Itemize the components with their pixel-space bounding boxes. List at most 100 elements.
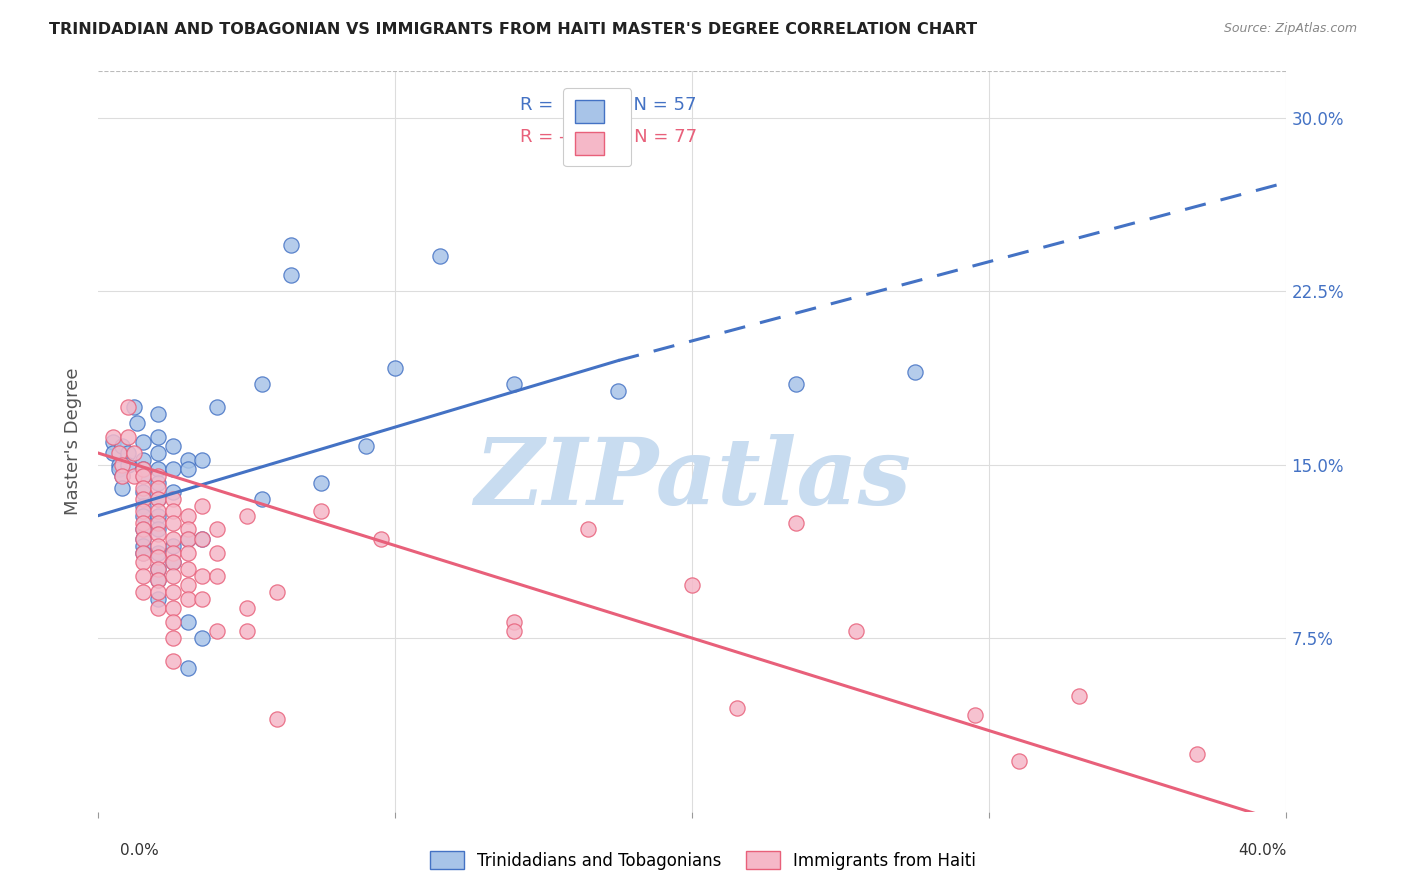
Point — [191, 532, 214, 546]
Point — [146, 562, 169, 576]
Point — [103, 434, 125, 449]
Point — [146, 481, 169, 495]
Point — [132, 523, 155, 537]
Point — [578, 523, 600, 537]
Point — [132, 453, 155, 467]
Point — [205, 545, 228, 560]
Point — [146, 407, 169, 421]
Point — [146, 527, 169, 541]
Point — [725, 700, 748, 714]
Point — [236, 624, 259, 639]
Point — [191, 631, 214, 645]
Point — [132, 469, 155, 483]
Point — [146, 539, 169, 553]
Point — [125, 416, 148, 430]
Point — [132, 481, 155, 495]
Point — [681, 578, 703, 592]
Point — [176, 562, 198, 576]
Point — [146, 574, 169, 588]
Point — [132, 568, 155, 582]
Point — [963, 707, 986, 722]
Text: 0.0%: 0.0% — [120, 843, 159, 858]
Point — [146, 462, 169, 476]
Point — [162, 516, 184, 530]
Legend: , : , — [564, 88, 631, 167]
Point — [370, 532, 392, 546]
Point — [162, 485, 184, 500]
Point — [266, 585, 288, 599]
Point — [162, 462, 184, 476]
Point — [176, 578, 198, 592]
Point — [191, 453, 214, 467]
Text: R =  0.247   N = 57: R = 0.247 N = 57 — [520, 95, 697, 113]
Point — [162, 568, 184, 582]
Point — [205, 523, 228, 537]
Point — [309, 476, 332, 491]
Point — [162, 539, 184, 553]
Point — [132, 585, 155, 599]
Point — [205, 400, 228, 414]
Point — [146, 591, 169, 606]
Point — [176, 532, 198, 546]
Point — [146, 545, 169, 560]
Point — [354, 439, 377, 453]
Point — [103, 430, 125, 444]
Point — [162, 601, 184, 615]
Point — [176, 615, 198, 629]
Point — [176, 523, 198, 537]
Text: Source: ZipAtlas.com: Source: ZipAtlas.com — [1223, 22, 1357, 36]
Point — [132, 539, 155, 553]
Point — [176, 508, 198, 523]
Point — [176, 591, 198, 606]
Point — [146, 446, 169, 460]
Point — [132, 462, 155, 476]
Point — [122, 446, 145, 460]
Y-axis label: Master's Degree: Master's Degree — [65, 368, 83, 516]
Point — [111, 481, 134, 495]
Point — [146, 492, 169, 507]
Text: TRINIDADIAN AND TOBAGONIAN VS IMMIGRANTS FROM HAITI MASTER'S DEGREE CORRELATION : TRINIDADIAN AND TOBAGONIAN VS IMMIGRANTS… — [49, 22, 977, 37]
Point — [162, 555, 184, 569]
Text: R = -0.633   N = 77: R = -0.633 N = 77 — [520, 128, 697, 145]
Point — [250, 492, 273, 507]
Point — [132, 469, 155, 483]
Point — [162, 555, 184, 569]
Point — [176, 661, 198, 675]
Point — [146, 492, 169, 507]
Point — [111, 469, 134, 483]
Point — [132, 523, 155, 537]
Point — [904, 365, 927, 379]
Point — [176, 545, 198, 560]
Point — [146, 562, 169, 576]
Point — [176, 462, 198, 476]
Point — [785, 376, 807, 391]
Point — [146, 430, 169, 444]
Point — [607, 384, 630, 398]
Point — [236, 508, 259, 523]
Point — [122, 400, 145, 414]
Point — [162, 585, 184, 599]
Point — [205, 624, 228, 639]
Point — [132, 492, 155, 507]
Point — [111, 458, 134, 472]
Point — [429, 250, 451, 264]
Point — [146, 508, 169, 523]
Point — [1067, 689, 1090, 703]
Point — [117, 458, 139, 472]
Point — [191, 532, 214, 546]
Point — [162, 545, 184, 560]
Point — [122, 469, 145, 483]
Point — [146, 523, 169, 537]
Point — [146, 550, 169, 565]
Point — [132, 500, 155, 514]
Point — [384, 360, 406, 375]
Point — [162, 532, 184, 546]
Point — [503, 376, 526, 391]
Point — [132, 516, 155, 530]
Point — [132, 504, 155, 518]
Point — [191, 591, 214, 606]
Point — [132, 545, 155, 560]
Point — [162, 631, 184, 645]
Point — [250, 376, 273, 391]
Point — [146, 504, 169, 518]
